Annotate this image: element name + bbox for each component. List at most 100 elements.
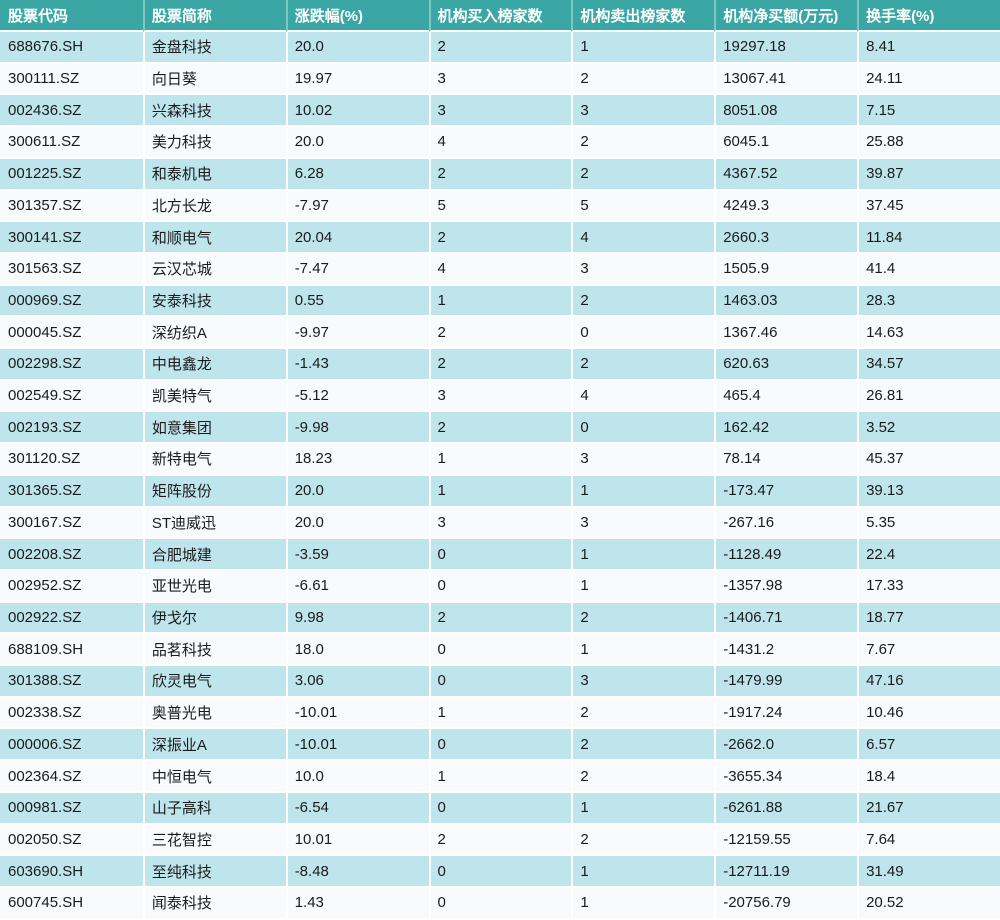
- cell-institution-sell-count: 1: [571, 32, 715, 64]
- cell-change-percent: 19.97: [285, 63, 429, 96]
- table-row: 002298.SZ 中电鑫龙 -1.43 2 2 620.63 34.57: [0, 349, 1000, 381]
- table-row: 000045.SZ 深纺织A -9.97 2 0 1367.46 14.63: [0, 317, 1000, 350]
- cell-change-percent: 18.23: [285, 444, 429, 476]
- cell-turnover-rate: 6.57: [857, 729, 1000, 762]
- table-row: 002364.SZ 中恒电气 10.0 1 2 -3655.34 18.4: [0, 761, 1000, 793]
- cell-change-percent: 20.0: [285, 475, 429, 508]
- cell-stock-name: 安泰科技: [142, 285, 286, 318]
- cell-stock-name: 品茗科技: [142, 634, 286, 667]
- cell-institution-sell-count: 1: [571, 792, 715, 825]
- cell-institution-buy-count: 2: [428, 317, 572, 350]
- cell-institution-sell-count: 1: [571, 634, 715, 667]
- cell-change-percent: 1.43: [285, 887, 429, 920]
- cell-stock-code: 002549.SZ: [0, 380, 143, 413]
- cell-stock-code: 300167.SZ: [0, 507, 143, 540]
- cell-stock-name: 金盘科技: [142, 32, 286, 64]
- cell-turnover-rate: 20.52: [857, 887, 1000, 920]
- cell-stock-code: 300111.SZ: [0, 63, 143, 96]
- cell-institution-buy-count: 2: [428, 412, 572, 445]
- cell-institution-net-buy-amount: 8051.08: [714, 95, 858, 128]
- cell-stock-name: 云汉芯城: [142, 253, 286, 286]
- cell-stock-name: 矩阵股份: [142, 475, 286, 508]
- cell-stock-name: 欣灵电气: [142, 666, 286, 698]
- cell-stock-code: 603690.SH: [0, 856, 143, 888]
- cell-institution-net-buy-amount: -2662.0: [714, 729, 858, 762]
- table-row: 300167.SZ ST迪威迅 20.0 3 3 -267.16 5.35: [0, 507, 1000, 540]
- cell-institution-sell-count: 2: [571, 602, 715, 635]
- cell-change-percent: 3.06: [285, 666, 429, 698]
- cell-stock-name: 美力科技: [142, 127, 286, 159]
- cell-turnover-rate: 22.4: [857, 539, 1000, 571]
- cell-stock-code: 002193.SZ: [0, 412, 143, 445]
- cell-institution-net-buy-amount: 19297.18: [714, 32, 858, 64]
- table-row: 002436.SZ 兴森科技 10.02 3 3 8051.08 7.15: [0, 95, 1000, 128]
- cell-stock-code: 688109.SH: [0, 634, 143, 667]
- cell-stock-name: 深纺织A: [142, 317, 286, 350]
- cell-stock-name: 凯美特气: [142, 380, 286, 413]
- cell-institution-net-buy-amount: -1431.2: [714, 634, 858, 667]
- table-row: 002193.SZ 如意集团 -9.98 2 0 162.42 3.52: [0, 412, 1000, 445]
- cell-stock-code: 002952.SZ: [0, 570, 143, 603]
- cell-institution-net-buy-amount: -3655.34: [714, 761, 858, 793]
- cell-institution-buy-count: 0: [428, 856, 572, 888]
- cell-turnover-rate: 11.84: [857, 222, 1000, 254]
- cell-institution-buy-count: 3: [428, 380, 572, 413]
- cell-change-percent: 6.28: [285, 158, 429, 191]
- cell-change-percent: 20.04: [285, 222, 429, 254]
- cell-institution-sell-count: 1: [571, 570, 715, 603]
- cell-change-percent: 20.0: [285, 32, 429, 64]
- cell-institution-net-buy-amount: 78.14: [714, 444, 858, 476]
- cell-institution-net-buy-amount: -1406.71: [714, 602, 858, 635]
- cell-institution-sell-count: 2: [571, 63, 715, 96]
- cell-institution-net-buy-amount: -1357.98: [714, 570, 858, 603]
- cell-stock-code: 000045.SZ: [0, 317, 143, 350]
- cell-turnover-rate: 25.88: [857, 127, 1000, 159]
- column-header-institution-net-buy-amount: 机构净买额(万元): [714, 0, 858, 32]
- cell-institution-buy-count: 4: [428, 127, 572, 159]
- cell-change-percent: 10.02: [285, 95, 429, 128]
- cell-institution-net-buy-amount: 162.42: [714, 412, 858, 445]
- cell-turnover-rate: 39.87: [857, 158, 1000, 191]
- cell-stock-name: 如意集团: [142, 412, 286, 445]
- cell-institution-sell-count: 1: [571, 539, 715, 571]
- table-row: 002050.SZ 三花智控 10.01 2 2 -12159.55 7.64: [0, 824, 1000, 857]
- cell-stock-code: 600745.SH: [0, 887, 143, 920]
- cell-stock-name: 兴森科技: [142, 95, 286, 128]
- cell-institution-sell-count: 2: [571, 127, 715, 159]
- cell-institution-buy-count: 0: [428, 792, 572, 825]
- cell-institution-sell-count: 2: [571, 285, 715, 318]
- cell-institution-buy-count: 2: [428, 349, 572, 381]
- table-row: 300111.SZ 向日葵 19.97 3 2 13067.41 24.11: [0, 63, 1000, 96]
- table-row: 603690.SH 至纯科技 -8.48 0 1 -12711.19 31.49: [0, 856, 1000, 888]
- cell-institution-sell-count: 0: [571, 412, 715, 445]
- cell-change-percent: 9.98: [285, 602, 429, 635]
- cell-stock-name: 至纯科技: [142, 856, 286, 888]
- cell-institution-buy-count: 2: [428, 824, 572, 857]
- cell-turnover-rate: 45.37: [857, 444, 1000, 476]
- cell-stock-name: 深振业A: [142, 729, 286, 762]
- cell-change-percent: -7.97: [285, 190, 429, 223]
- cell-change-percent: -5.12: [285, 380, 429, 413]
- cell-change-percent: -1.43: [285, 349, 429, 381]
- cell-institution-buy-count: 1: [428, 697, 572, 730]
- table-body: 688676.SH 金盘科技 20.0 2 1 19297.18 8.41 300111.SZ…: [0, 32, 1000, 920]
- cell-stock-code: 002922.SZ: [0, 602, 143, 635]
- table-row: 301365.SZ 矩阵股份 20.0 1 1 -173.47 39.13: [0, 475, 1000, 508]
- cell-turnover-rate: 41.4: [857, 253, 1000, 286]
- table-row: 301120.SZ 新特电气 18.23 1 3 78.14 45.37: [0, 444, 1000, 476]
- cell-turnover-rate: 3.52: [857, 412, 1000, 445]
- cell-institution-net-buy-amount: 4367.52: [714, 158, 858, 191]
- table-row: 688109.SH 品茗科技 18.0 0 1 -1431.2 7.67: [0, 634, 1000, 667]
- cell-stock-name: 北方长龙: [142, 190, 286, 223]
- cell-turnover-rate: 28.3: [857, 285, 1000, 318]
- cell-stock-code: 300141.SZ: [0, 222, 143, 254]
- cell-institution-sell-count: 3: [571, 444, 715, 476]
- cell-turnover-rate: 47.16: [857, 666, 1000, 698]
- cell-stock-code: 002298.SZ: [0, 349, 143, 381]
- cell-institution-buy-count: 1: [428, 761, 572, 793]
- cell-change-percent: -10.01: [285, 729, 429, 762]
- cell-change-percent: -7.47: [285, 253, 429, 286]
- cell-turnover-rate: 18.77: [857, 602, 1000, 635]
- table-row: 002952.SZ 亚世光电 -6.61 0 1 -1357.98 17.33: [0, 570, 1000, 603]
- cell-change-percent: 18.0: [285, 634, 429, 667]
